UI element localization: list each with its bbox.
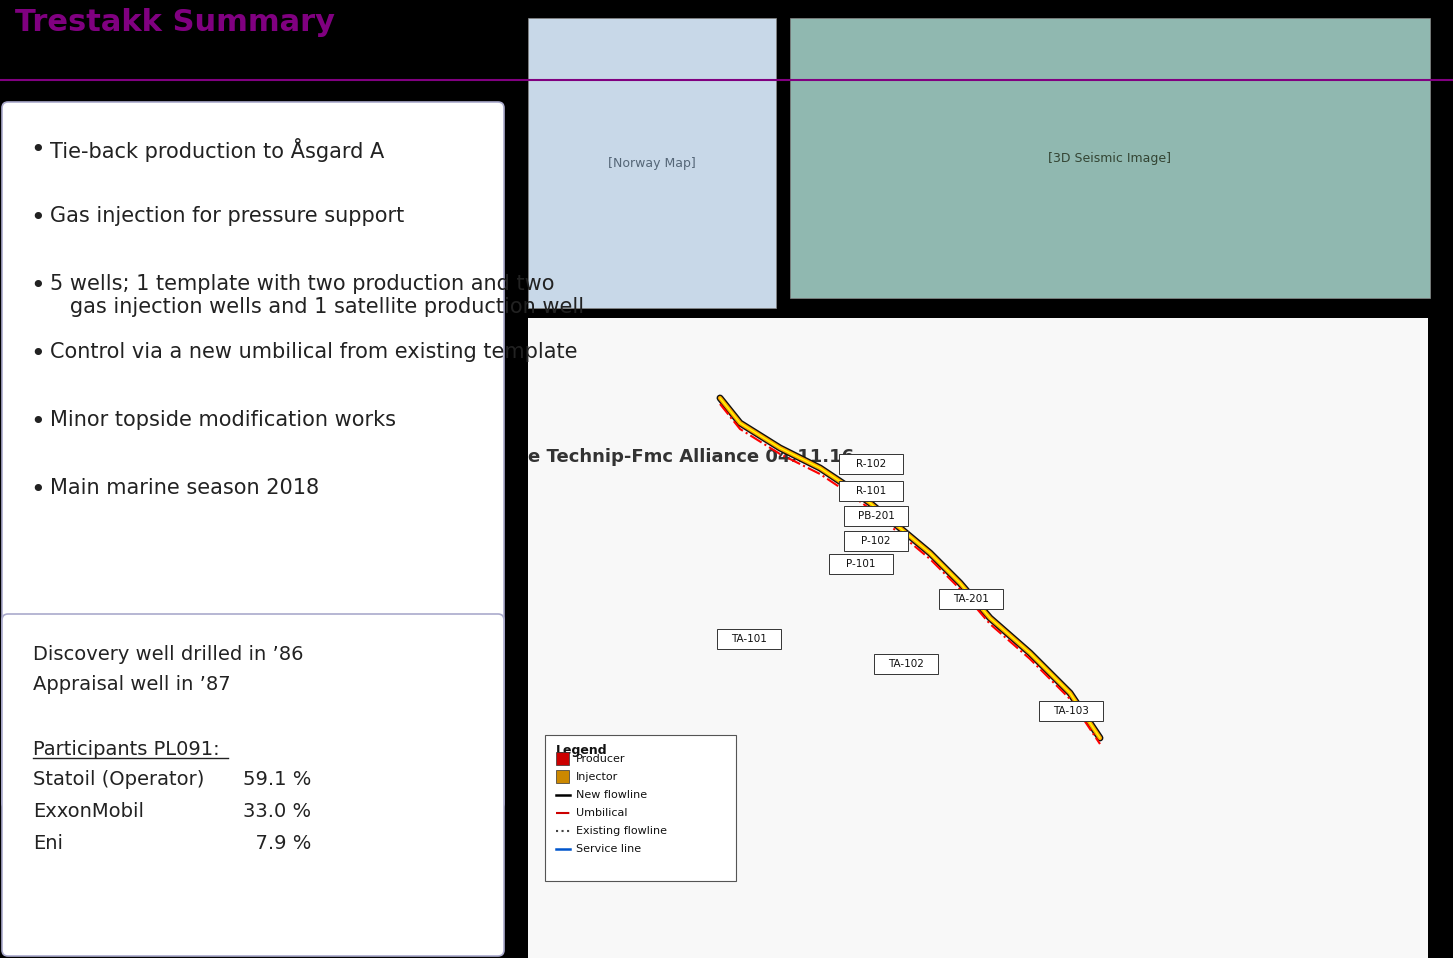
Text: R-101: R-101 xyxy=(856,486,886,496)
Text: TA-103: TA-103 xyxy=(1053,706,1088,716)
FancyBboxPatch shape xyxy=(875,654,939,674)
Text: Umbilical: Umbilical xyxy=(575,808,628,818)
Text: Control via a new umbilical from existing template: Control via a new umbilical from existin… xyxy=(49,342,577,362)
Text: [Norway Map]: [Norway Map] xyxy=(609,156,696,170)
FancyBboxPatch shape xyxy=(556,752,570,765)
Text: ExxonMobil: ExxonMobil xyxy=(33,802,144,821)
Text: Minor topside modification works: Minor topside modification works xyxy=(49,410,397,430)
FancyBboxPatch shape xyxy=(527,318,1428,958)
Text: •: • xyxy=(31,206,45,230)
FancyBboxPatch shape xyxy=(790,18,1430,298)
Text: TA-201: TA-201 xyxy=(953,594,989,604)
Text: Main marine season 2018: Main marine season 2018 xyxy=(49,478,320,498)
Text: 7.9 %: 7.9 % xyxy=(243,834,311,853)
Text: •: • xyxy=(31,410,45,434)
Text: Injector: Injector xyxy=(575,772,618,782)
Text: Tie-back production to Åsgard A: Tie-back production to Åsgard A xyxy=(49,138,384,162)
Text: Appraisal well in ’87: Appraisal well in ’87 xyxy=(33,675,231,694)
FancyBboxPatch shape xyxy=(1,614,504,956)
Text: 5 wells; 1 template with two production and two
   gas injection wells and 1 sat: 5 wells; 1 template with two production … xyxy=(49,274,584,317)
Text: •: • xyxy=(31,274,45,298)
Text: 33.0 %: 33.0 % xyxy=(243,802,311,821)
FancyBboxPatch shape xyxy=(844,531,908,551)
Text: PB-201: PB-201 xyxy=(857,511,895,521)
FancyBboxPatch shape xyxy=(545,735,737,881)
FancyBboxPatch shape xyxy=(1,102,504,809)
Text: Statoil (Operator): Statoil (Operator) xyxy=(33,770,205,789)
FancyBboxPatch shape xyxy=(838,481,902,501)
Text: Discovery well drilled in ’86: Discovery well drilled in ’86 xyxy=(33,645,304,664)
FancyBboxPatch shape xyxy=(1039,701,1103,721)
Text: •: • xyxy=(31,342,45,366)
FancyBboxPatch shape xyxy=(527,18,776,308)
Text: Service line: Service line xyxy=(575,844,641,854)
Text: Eni: Eni xyxy=(33,834,62,853)
Text: New flowline: New flowline xyxy=(575,790,647,800)
Text: Existing flowline: Existing flowline xyxy=(575,826,667,836)
Text: R-102: R-102 xyxy=(856,459,886,469)
FancyBboxPatch shape xyxy=(716,629,782,649)
Text: Gas injection for pressure support: Gas injection for pressure support xyxy=(49,206,404,226)
FancyBboxPatch shape xyxy=(838,454,902,474)
Text: TA-102: TA-102 xyxy=(888,659,924,669)
Text: Trestakk Summary: Trestakk Summary xyxy=(15,8,336,37)
Text: P-102: P-102 xyxy=(862,536,891,546)
FancyBboxPatch shape xyxy=(556,770,570,783)
Text: Producer: Producer xyxy=(575,754,625,764)
Text: [3D Seismic Image]: [3D Seismic Image] xyxy=(1049,151,1171,165)
Text: 59.1 %: 59.1 % xyxy=(243,770,311,789)
FancyBboxPatch shape xyxy=(844,506,908,526)
Text: Legend: Legend xyxy=(556,744,607,757)
Text: TA-101: TA-101 xyxy=(731,634,767,644)
Text: •: • xyxy=(31,478,45,502)
FancyBboxPatch shape xyxy=(939,589,1003,609)
Text: Participants PL091:: Participants PL091: xyxy=(33,740,219,759)
FancyBboxPatch shape xyxy=(830,554,894,574)
Text: P-101: P-101 xyxy=(846,559,876,569)
Text: •: • xyxy=(31,138,45,162)
Text: e Technip-Fmc Alliance 04.11.16: e Technip-Fmc Alliance 04.11.16 xyxy=(527,448,854,466)
